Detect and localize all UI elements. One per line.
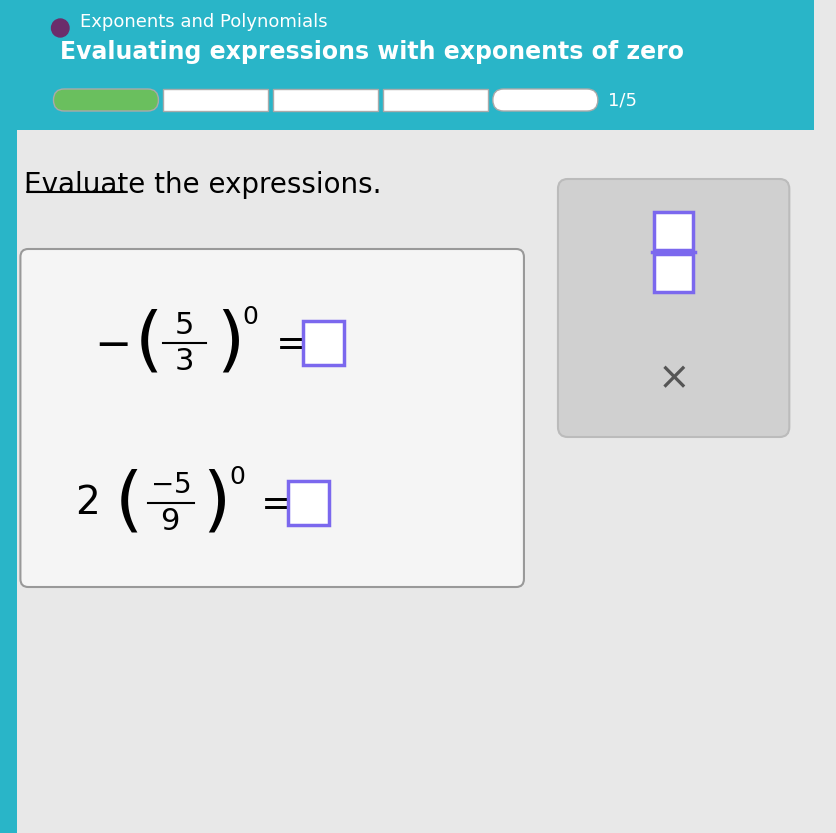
FancyBboxPatch shape xyxy=(654,254,692,292)
Text: Evaluating expressions with exponents of zero: Evaluating expressions with exponents of… xyxy=(60,40,684,64)
Text: $=$: $=$ xyxy=(252,484,291,522)
FancyBboxPatch shape xyxy=(20,249,523,587)
FancyBboxPatch shape xyxy=(492,89,597,111)
Text: 5: 5 xyxy=(175,311,194,340)
Circle shape xyxy=(52,19,69,37)
Text: Evaluate the expressions.: Evaluate the expressions. xyxy=(24,171,381,199)
FancyBboxPatch shape xyxy=(273,89,378,111)
FancyBboxPatch shape xyxy=(558,179,788,437)
Text: 3: 3 xyxy=(175,347,194,376)
Text: $-$5: $-$5 xyxy=(150,471,190,499)
Text: $=$: $=$ xyxy=(268,324,305,362)
Text: 9: 9 xyxy=(161,506,180,536)
FancyBboxPatch shape xyxy=(54,89,158,111)
Text: $($: $($ xyxy=(114,468,139,537)
Text: ×: × xyxy=(656,359,689,397)
Text: $)$: $)$ xyxy=(201,468,226,537)
FancyBboxPatch shape xyxy=(163,89,268,111)
Text: 0: 0 xyxy=(242,305,258,329)
FancyBboxPatch shape xyxy=(654,212,692,250)
FancyBboxPatch shape xyxy=(303,321,344,365)
Text: 0: 0 xyxy=(229,465,245,489)
FancyBboxPatch shape xyxy=(0,0,813,130)
Text: $)$: $)$ xyxy=(217,308,240,377)
FancyBboxPatch shape xyxy=(383,89,487,111)
Text: Exponents and Polynomials: Exponents and Polynomials xyxy=(79,13,327,31)
FancyBboxPatch shape xyxy=(0,130,18,833)
FancyBboxPatch shape xyxy=(288,481,329,525)
Text: 1/5: 1/5 xyxy=(607,91,636,109)
Text: $($: $($ xyxy=(134,308,158,377)
Text: 2: 2 xyxy=(75,484,99,522)
Text: $-$: $-$ xyxy=(94,322,129,365)
